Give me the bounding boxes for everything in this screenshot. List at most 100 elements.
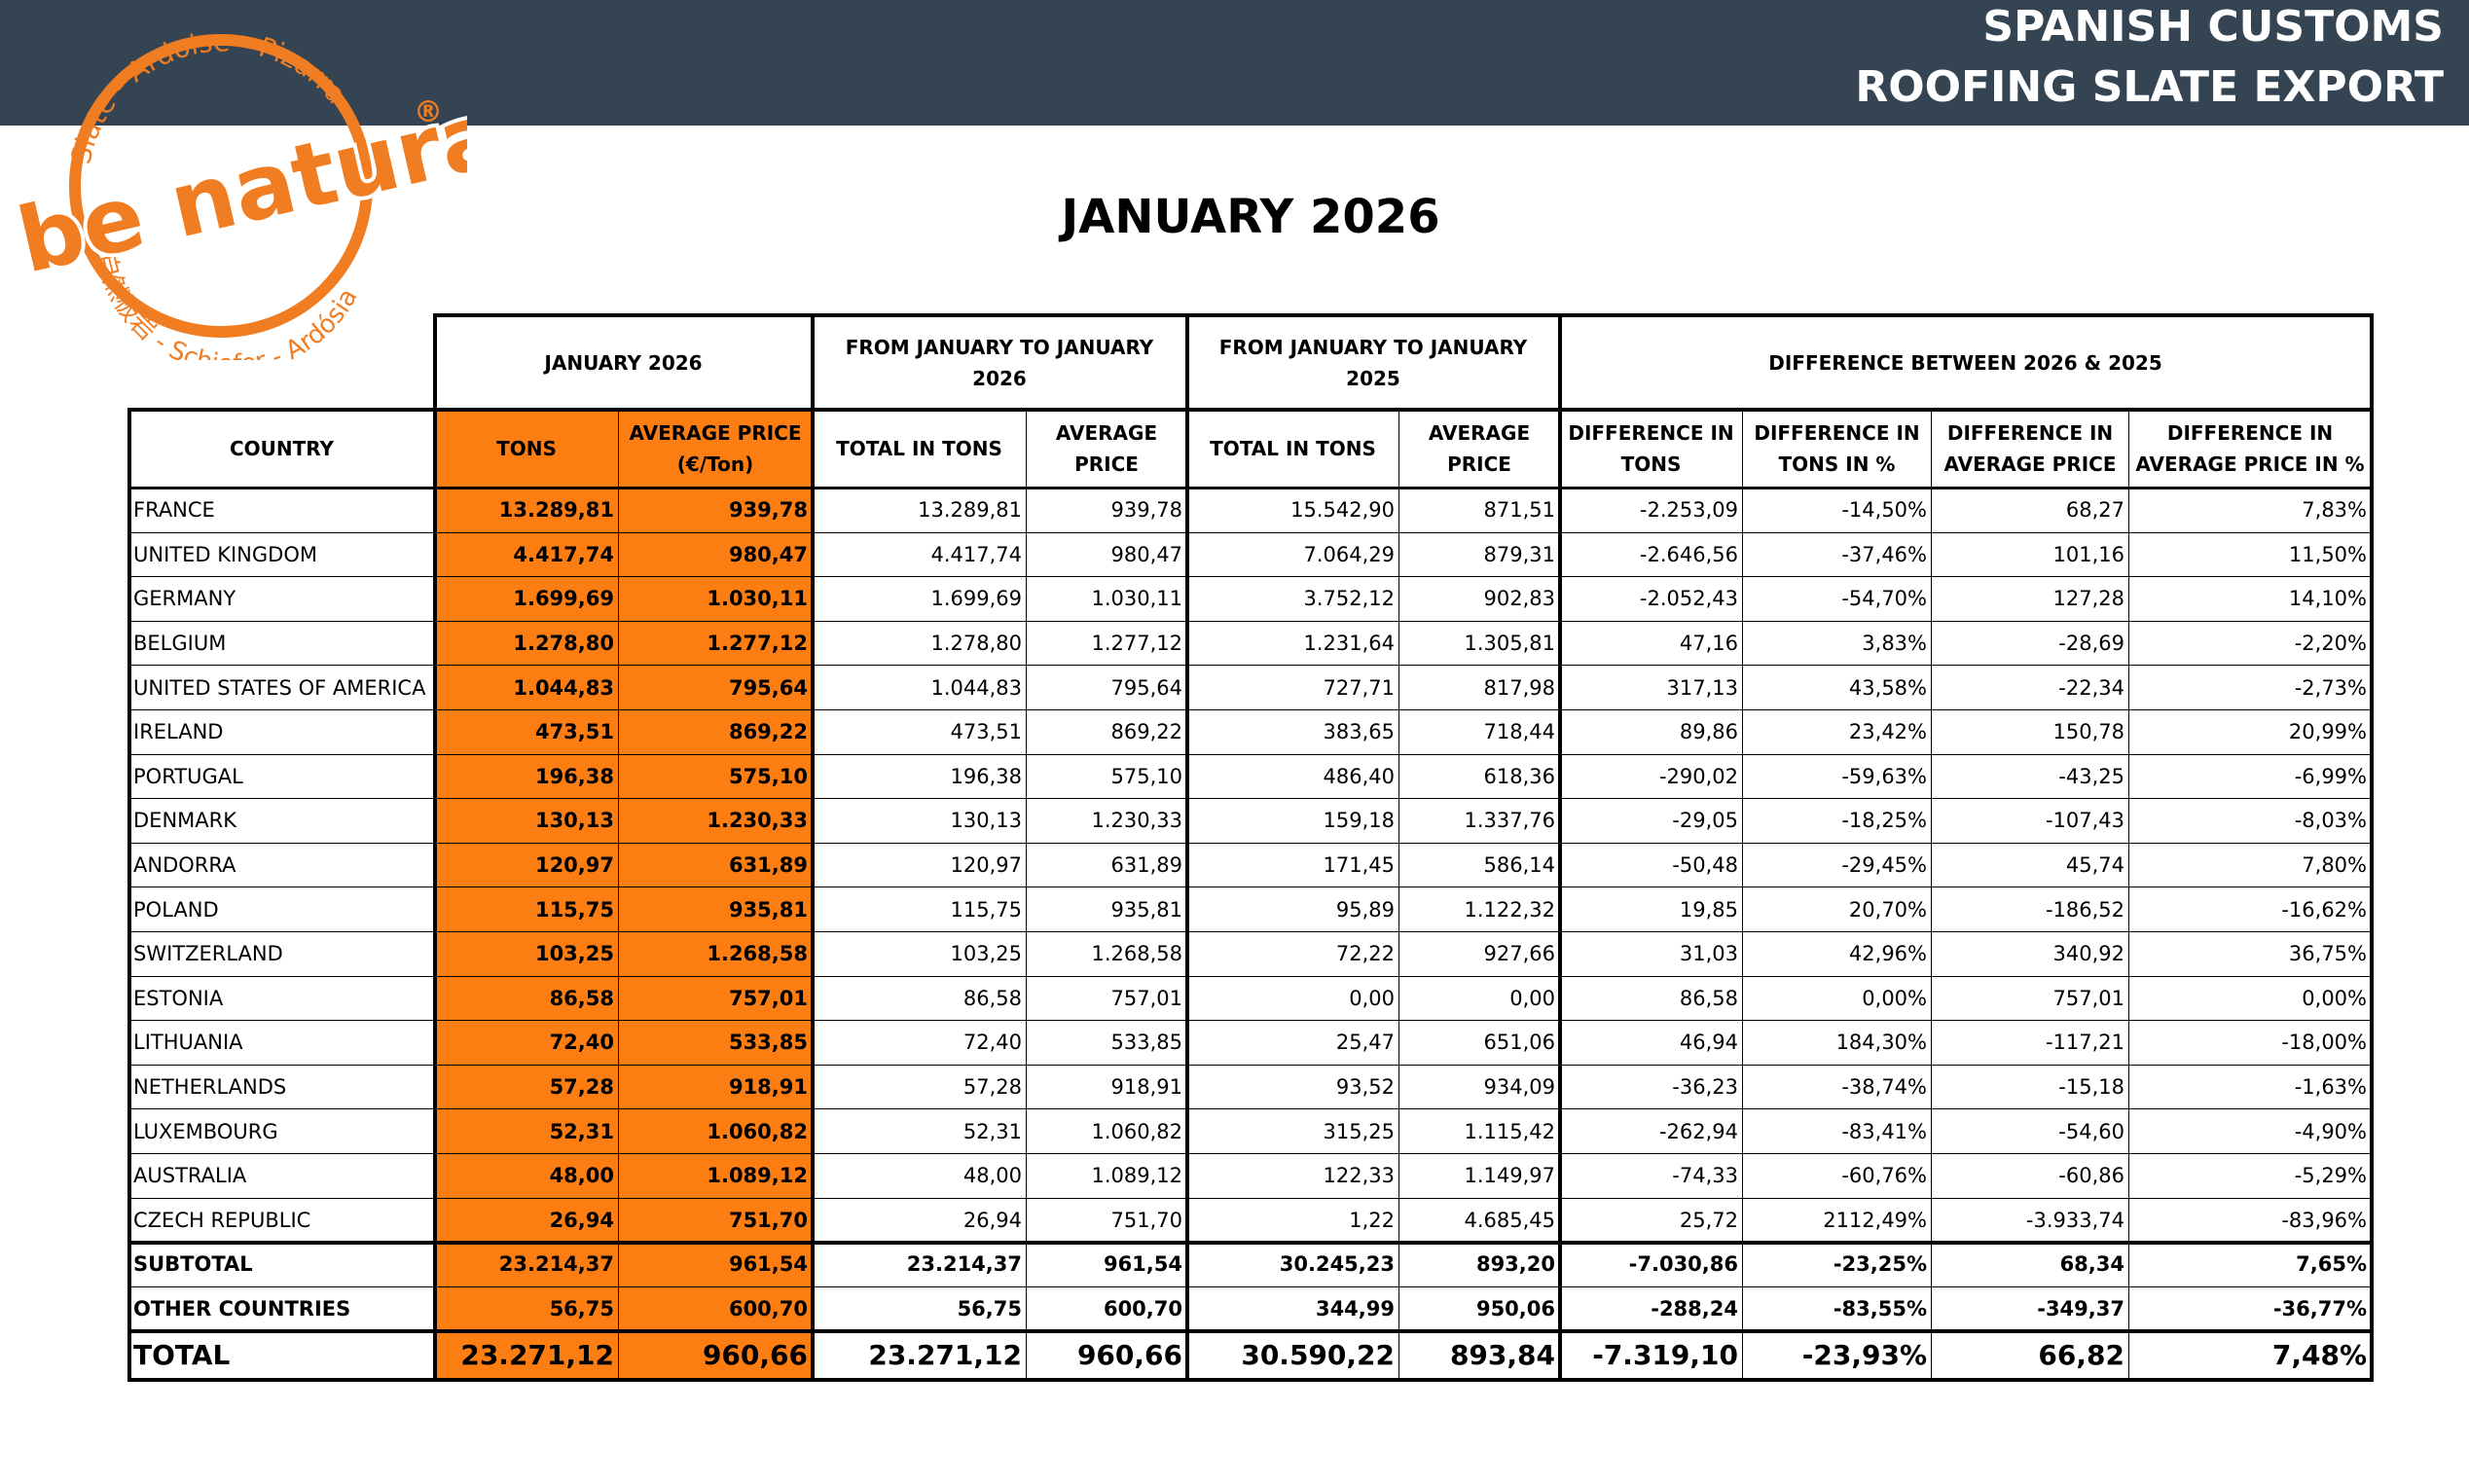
value-cell: 1.230,33: [1027, 799, 1187, 844]
country-cell: DENMARK: [129, 799, 435, 844]
value-cell: 52,31: [813, 1109, 1027, 1154]
value-cell: 86,58: [435, 976, 619, 1022]
value-cell: 980,47: [1027, 532, 1187, 578]
value-cell: 23,42%: [1743, 710, 1932, 755]
value-cell: 150,78: [1932, 710, 2129, 755]
value-cell: -36,23: [1560, 1065, 1743, 1110]
value-cell: -83,41%: [1743, 1109, 1932, 1154]
country-cell: BELGIUM: [129, 621, 435, 667]
border-line: [1558, 313, 1562, 1383]
value-cell: 13.289,81: [813, 489, 1027, 533]
total-cell: 66,82: [1932, 1331, 2129, 1381]
value-cell: 86,58: [1560, 976, 1743, 1022]
value-cell: 939,78: [1027, 489, 1187, 533]
column-header: DIFFERENCE IN AVERAGE PRICE IN %: [2129, 410, 2372, 489]
value-cell: 57,28: [813, 1065, 1027, 1110]
border-line: [127, 408, 131, 1383]
value-cell: -18,00%: [2129, 1021, 2372, 1066]
summary-cell: -288,24: [1560, 1286, 1743, 1332]
value-cell: 103,25: [435, 932, 619, 977]
summary-cell: 961,54: [619, 1243, 813, 1287]
value-cell: 869,22: [619, 710, 813, 755]
value-cell: 317,13: [1560, 666, 1743, 710]
value-cell: -186,52: [1932, 887, 2129, 932]
value-cell: 103,25: [813, 932, 1027, 977]
country-cell: FRANCE: [129, 489, 435, 533]
value-cell: -50,48: [1560, 843, 1743, 888]
value-cell: -54,70%: [1743, 577, 1932, 622]
value-cell: 26,94: [435, 1198, 619, 1244]
value-cell: 95,89: [1187, 887, 1399, 932]
total-cell: TOTAL: [129, 1331, 435, 1381]
value-cell: 727,71: [1187, 666, 1399, 710]
value-cell: 4.417,74: [435, 532, 619, 578]
value-cell: -38,74%: [1743, 1065, 1932, 1110]
column-header: COUNTRY: [129, 410, 435, 489]
group-header: FROM JANUARY TO JANUARY 2026: [813, 315, 1187, 410]
value-cell: 48,00: [435, 1154, 619, 1199]
value-cell: -6,99%: [2129, 754, 2372, 800]
border-line: [127, 487, 2374, 489]
total-cell: -7.319,10: [1560, 1331, 1743, 1381]
value-cell: 115,75: [813, 887, 1027, 932]
value-cell: 718,44: [1399, 710, 1560, 755]
value-cell: 19,85: [1560, 887, 1743, 932]
value-cell: 651,06: [1399, 1021, 1560, 1066]
value-cell: -290,02: [1560, 754, 1743, 800]
summary-cell: 23.214,37: [813, 1243, 1027, 1287]
summary-cell: 600,70: [619, 1286, 813, 1332]
value-cell: 1.268,58: [1027, 932, 1187, 977]
value-cell: 3,83%: [1743, 621, 1932, 667]
border-line: [433, 313, 2374, 317]
value-cell: 184,30%: [1743, 1021, 1932, 1066]
value-cell: 122,33: [1187, 1154, 1399, 1199]
value-cell: 46,94: [1560, 1021, 1743, 1066]
summary-cell: 600,70: [1027, 1286, 1187, 1332]
summary-cell: 344,99: [1187, 1286, 1399, 1332]
value-cell: 1.230,33: [619, 799, 813, 844]
value-cell: 196,38: [435, 754, 619, 800]
value-cell: 1.089,12: [1027, 1154, 1187, 1199]
value-cell: 757,01: [619, 976, 813, 1022]
value-cell: -29,05: [1560, 799, 1743, 844]
value-cell: 0,00: [1187, 976, 1399, 1022]
summary-cell: 7,65%: [2129, 1243, 2372, 1287]
value-cell: 47,16: [1560, 621, 1743, 667]
value-cell: 918,91: [619, 1065, 813, 1110]
country-cell: ANDORRA: [129, 843, 435, 888]
value-cell: 340,92: [1932, 932, 2129, 977]
value-cell: 757,01: [1027, 976, 1187, 1022]
value-cell: 4.417,74: [813, 532, 1027, 578]
value-cell: 473,51: [813, 710, 1027, 755]
value-cell: -117,21: [1932, 1021, 2129, 1066]
total-cell: 7,48%: [2129, 1331, 2372, 1381]
value-cell: 1.089,12: [619, 1154, 813, 1199]
summary-cell: 950,06: [1399, 1286, 1560, 1332]
column-header: DIFFERENCE IN AVERAGE PRICE: [1932, 410, 2129, 489]
value-cell: -15,18: [1932, 1065, 2129, 1110]
value-cell: -2,73%: [2129, 666, 2372, 710]
value-cell: -16,62%: [2129, 887, 2372, 932]
value-cell: -14,50%: [1743, 489, 1932, 533]
value-cell: 934,09: [1399, 1065, 1560, 1110]
value-cell: 473,51: [435, 710, 619, 755]
value-cell: 25,72: [1560, 1198, 1743, 1244]
value-cell: 1.268,58: [619, 932, 813, 977]
logo-brand: be natural: [9, 75, 467, 294]
value-cell: 26,94: [813, 1198, 1027, 1244]
country-cell: CZECH REPUBLIC: [129, 1198, 435, 1244]
value-cell: 130,13: [813, 799, 1027, 844]
column-header: TOTAL IN TONS: [813, 410, 1027, 489]
value-cell: -29,45%: [1743, 843, 1932, 888]
value-cell: -5,29%: [2129, 1154, 2372, 1199]
group-header: JANUARY 2026: [435, 315, 813, 410]
value-cell: 11,50%: [2129, 532, 2372, 578]
value-cell: 795,64: [1027, 666, 1187, 710]
value-cell: 751,70: [619, 1198, 813, 1244]
country-cell: AUSTRALIA: [129, 1154, 435, 1199]
value-cell: -59,63%: [1743, 754, 1932, 800]
value-cell: 127,28: [1932, 577, 2129, 622]
summary-cell: 961,54: [1027, 1243, 1187, 1287]
total-cell: 23.271,12: [813, 1331, 1027, 1381]
